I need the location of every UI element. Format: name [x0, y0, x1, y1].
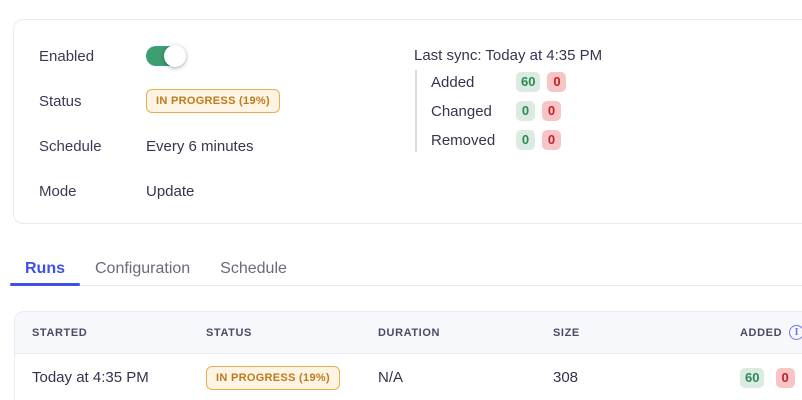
added-label: Added — [431, 73, 475, 91]
removed-failure-chip: 0 — [542, 130, 561, 150]
toggle-knob — [164, 45, 186, 67]
row-status-badge: IN PROGRESS (19%) — [206, 365, 340, 390]
mode-label: Mode — [39, 182, 77, 200]
changed-label: Changed — [431, 102, 492, 120]
cell-duration: N/A — [378, 369, 404, 386]
status-badge: IN PROGRESS (19%) — [146, 89, 280, 113]
stat-row-added: Added 60 0 — [431, 72, 602, 92]
detail-tabs: Runs Configuration Schedule — [10, 253, 802, 286]
mode-value: Update — [146, 182, 195, 200]
cell-added: 60 0 — [726, 367, 802, 388]
field-row-schedule: Schedule Every 6 minutes — [39, 134, 280, 158]
col-header-duration: DURATION — [378, 326, 441, 339]
row-added-success-chip: 60 — [740, 367, 765, 388]
changed-success-chip: 0 — [516, 101, 535, 121]
col-header-added: ADDED i — [726, 325, 802, 340]
runs-table-header: STARTED STATUS DURATION SIZE ADDED i — [15, 312, 802, 354]
cell-status: IN PROGRESS (19%) — [206, 365, 378, 390]
runs-table: STARTED STATUS DURATION SIZE ADDED i Tod… — [14, 311, 802, 400]
summary-fields: Enabled Status IN PROGRESS (19%) Schedul… — [39, 44, 280, 224]
col-header-status: STATUS — [206, 326, 252, 339]
last-sync-stats: Added 60 0 Changed 0 0 Removed 0 0 — [415, 70, 602, 152]
enabled-label: Enabled — [39, 47, 95, 65]
added-failure-chip: 0 — [547, 72, 567, 92]
tab-runs[interactable]: Runs — [10, 253, 80, 286]
stat-row-removed: Removed 0 0 — [431, 130, 602, 150]
col-header-started: STARTED — [32, 326, 88, 339]
cell-started: Today at 4:35 PM — [32, 369, 149, 386]
last-sync-title: Last sync: Today at 4:35 PM — [414, 47, 603, 64]
field-row-enabled: Enabled — [39, 44, 280, 68]
field-row-status: Status IN PROGRESS (19%) — [39, 89, 280, 113]
schedule-value: Every 6 minutes — [146, 137, 254, 155]
col-header-size: SIZE — [553, 326, 580, 339]
status-label: Status — [39, 92, 82, 110]
added-success-chip: 60 — [516, 72, 541, 92]
row-added-failure-chip: 0 — [775, 367, 795, 388]
removed-success-chip: 0 — [516, 130, 535, 150]
info-icon[interactable]: i — [789, 325, 802, 340]
cell-size: 308 — [553, 369, 579, 386]
field-row-mode: Mode Update — [39, 179, 280, 203]
added-header-label: ADDED — [740, 326, 783, 339]
schedule-label: Schedule — [39, 137, 102, 155]
removed-label: Removed — [431, 131, 496, 149]
table-row[interactable]: Today at 4:35 PM IN PROGRESS (19%) N/A 3… — [15, 354, 802, 400]
changed-failure-chip: 0 — [542, 101, 561, 121]
tab-configuration[interactable]: Configuration — [95, 260, 191, 277]
stat-row-changed: Changed 0 0 — [431, 101, 602, 121]
last-sync-panel: Last sync: Today at 4:35 PM Added 60 0 C… — [414, 46, 602, 152]
tab-schedule[interactable]: Schedule — [220, 260, 287, 277]
summary-card: Enabled Status IN PROGRESS (19%) Schedul… — [13, 19, 802, 224]
enabled-toggle[interactable] — [146, 45, 186, 67]
